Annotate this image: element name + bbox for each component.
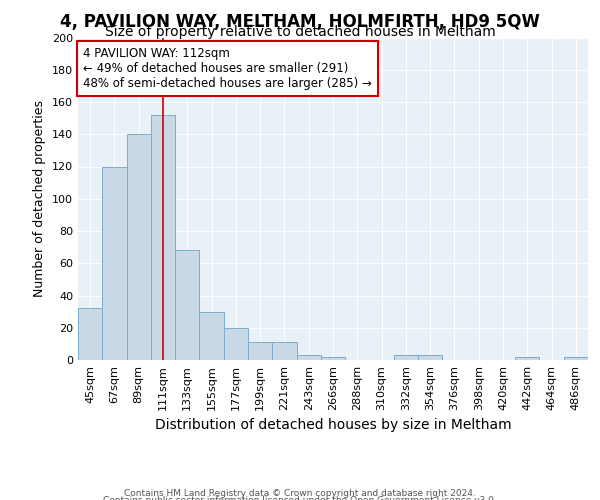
- Bar: [564, 357, 588, 360]
- Bar: [394, 355, 418, 360]
- Text: Contains HM Land Registry data © Crown copyright and database right 2024.: Contains HM Land Registry data © Crown c…: [124, 489, 476, 498]
- Text: 4 PAVILION WAY: 112sqm
← 49% of detached houses are smaller (291)
48% of semi-de: 4 PAVILION WAY: 112sqm ← 49% of detached…: [83, 47, 372, 90]
- Bar: [127, 134, 151, 360]
- Bar: [248, 342, 272, 360]
- Bar: [224, 328, 248, 360]
- Bar: [515, 357, 539, 360]
- Bar: [175, 250, 199, 360]
- Text: Contains public sector information licensed under the Open Government Licence v3: Contains public sector information licen…: [103, 496, 497, 500]
- Bar: [199, 312, 224, 360]
- X-axis label: Distribution of detached houses by size in Meltham: Distribution of detached houses by size …: [155, 418, 511, 432]
- Y-axis label: Number of detached properties: Number of detached properties: [34, 100, 46, 297]
- Text: 4, PAVILION WAY, MELTHAM, HOLMFIRTH, HD9 5QW: 4, PAVILION WAY, MELTHAM, HOLMFIRTH, HD9…: [60, 12, 540, 30]
- Bar: [78, 308, 102, 360]
- Bar: [151, 115, 175, 360]
- Text: Size of property relative to detached houses in Meltham: Size of property relative to detached ho…: [104, 25, 496, 39]
- Bar: [296, 355, 321, 360]
- Bar: [321, 357, 345, 360]
- Bar: [102, 166, 127, 360]
- Bar: [418, 355, 442, 360]
- Bar: [272, 342, 296, 360]
